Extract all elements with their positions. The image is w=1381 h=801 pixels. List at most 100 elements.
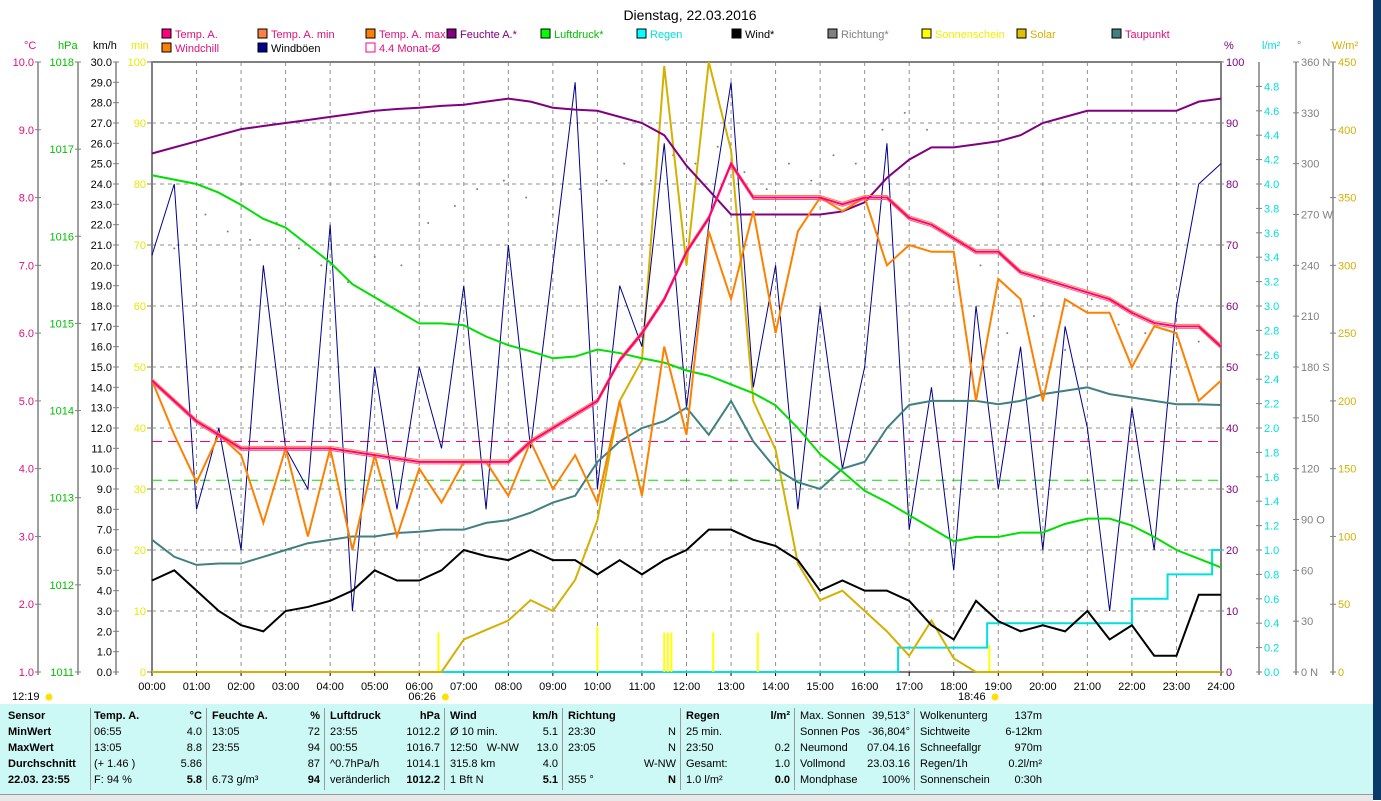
axis-label-wind: 6.0 bbox=[97, 545, 112, 557]
axis-label-solar: 150 bbox=[1338, 464, 1356, 476]
x-tick-label: 22:00 bbox=[1118, 681, 1146, 693]
direction-point bbox=[953, 281, 955, 283]
row-key: veränderlich bbox=[330, 772, 390, 788]
x-tick-label: 21:00 bbox=[1074, 681, 1102, 693]
direction-point bbox=[173, 247, 175, 249]
axis-label-sunshine: 0 bbox=[140, 667, 146, 679]
axis-label-wind: 29.0 bbox=[91, 77, 112, 89]
panel-header: Feuchte A.% bbox=[208, 708, 324, 724]
chart-title: Dienstag, 22.03.2016 bbox=[623, 7, 756, 23]
axis-label-rain: 3.0 bbox=[1264, 301, 1279, 313]
row-value: 8.8 bbox=[187, 740, 202, 756]
axis-label-rain: 1.6 bbox=[1264, 472, 1279, 484]
x-tick-label: 13:00 bbox=[717, 681, 745, 693]
axis-label-solar: 100 bbox=[1338, 531, 1356, 543]
axis-unit-solar: W/m² bbox=[1332, 40, 1359, 52]
legend-swatch bbox=[366, 29, 375, 38]
row-value: 39,513° bbox=[872, 708, 910, 724]
row-key: Regen/1h bbox=[920, 756, 968, 772]
axis-label-wind: 23.0 bbox=[91, 199, 112, 211]
axis-label-humidity: 60 bbox=[1226, 301, 1238, 313]
direction-point bbox=[204, 214, 206, 216]
header-unit: °C bbox=[190, 708, 202, 724]
axis-label-rain: 4.6 bbox=[1264, 106, 1279, 118]
legend-label: Windchill bbox=[175, 43, 219, 55]
legend-label: Feuchte A.* bbox=[460, 29, 518, 41]
row-value: 72 bbox=[308, 724, 320, 740]
axis-label-wind: 27.0 bbox=[91, 118, 112, 130]
axis-label-temp: 1.0 bbox=[19, 667, 34, 679]
panel-header: Richtung bbox=[564, 708, 680, 724]
axis-label-temp: 5.0 bbox=[19, 396, 34, 408]
row-key: 355 ° bbox=[568, 772, 594, 788]
direction-point bbox=[743, 171, 745, 173]
axis-label-solar: 400 bbox=[1338, 125, 1356, 137]
legend-swatch bbox=[258, 43, 267, 52]
axis-label-rain: 2.2 bbox=[1264, 399, 1279, 411]
axis-label-wind: 1.0 bbox=[97, 647, 112, 659]
legend-swatch bbox=[366, 43, 375, 52]
axis-label-direction: 360 N bbox=[1301, 57, 1330, 69]
x-tick-label: 14:00 bbox=[762, 681, 790, 693]
row-key: Max. Sonnen bbox=[800, 708, 865, 724]
direction-point bbox=[810, 180, 812, 182]
axis-label-rain: 4.8 bbox=[1264, 81, 1279, 93]
axis-label-direction: 150 bbox=[1301, 413, 1319, 425]
direction-point bbox=[855, 163, 857, 165]
axis-label-temp: 4.0 bbox=[19, 464, 34, 476]
axis-label-sunshine: 70 bbox=[134, 240, 146, 252]
row-key: 6.73 g/m³ bbox=[212, 772, 258, 788]
direction-point bbox=[552, 214, 554, 216]
row-label: MaxWert bbox=[8, 740, 54, 756]
row-label: MinWert bbox=[8, 724, 51, 740]
direction-point bbox=[298, 247, 300, 249]
row-value: N bbox=[668, 724, 676, 740]
direction-point bbox=[1198, 341, 1200, 343]
direction-point bbox=[454, 205, 456, 207]
axis-label-direction: 300 bbox=[1301, 159, 1319, 171]
panel-row: Max. Sonnen 39,513° bbox=[796, 708, 914, 724]
axis-label-rain: 3.2 bbox=[1264, 277, 1279, 289]
axis-label-humidity: 20 bbox=[1226, 545, 1238, 557]
axis-label-wind: 28.0 bbox=[91, 98, 112, 110]
row-value: 970m bbox=[1014, 740, 1042, 756]
sun-icon bbox=[46, 694, 53, 701]
header-unit: hPa bbox=[420, 708, 440, 724]
panel-header: Sensor bbox=[4, 708, 90, 724]
axis-label-rain: 4.0 bbox=[1264, 179, 1279, 191]
axis-label-wind: 8.0 bbox=[97, 504, 112, 516]
legend-label: Wind* bbox=[745, 29, 775, 41]
axis-label-rain: 3.8 bbox=[1264, 203, 1279, 215]
axis-label-humidity: 70 bbox=[1226, 240, 1238, 252]
legend-label: Temp. A. bbox=[175, 29, 218, 41]
direction-point bbox=[881, 129, 883, 131]
row-key: 00:55 bbox=[330, 740, 358, 756]
row-value: 0.0 bbox=[775, 772, 790, 788]
row-value: 5.1 bbox=[543, 772, 558, 788]
sun-marker-time: 18:46 bbox=[958, 691, 986, 703]
row-key: Neumond bbox=[800, 740, 848, 756]
row-label: 22.03. 23:55 bbox=[8, 772, 70, 788]
panel-row: 355 °N bbox=[564, 772, 680, 788]
row-key: 1.0 l/m² bbox=[686, 772, 723, 788]
direction-point bbox=[503, 180, 505, 182]
header-label: Richtung bbox=[568, 708, 616, 724]
axis-label-wind: 24.0 bbox=[91, 179, 112, 191]
axis-label-wind: 19.0 bbox=[91, 281, 112, 293]
axis-unit-sunshine: min bbox=[131, 40, 149, 52]
legend-swatch bbox=[637, 29, 646, 38]
axis-label-wind: 13.0 bbox=[91, 403, 112, 415]
row-value: 5.8 bbox=[187, 772, 202, 788]
legend-swatch bbox=[732, 29, 741, 38]
